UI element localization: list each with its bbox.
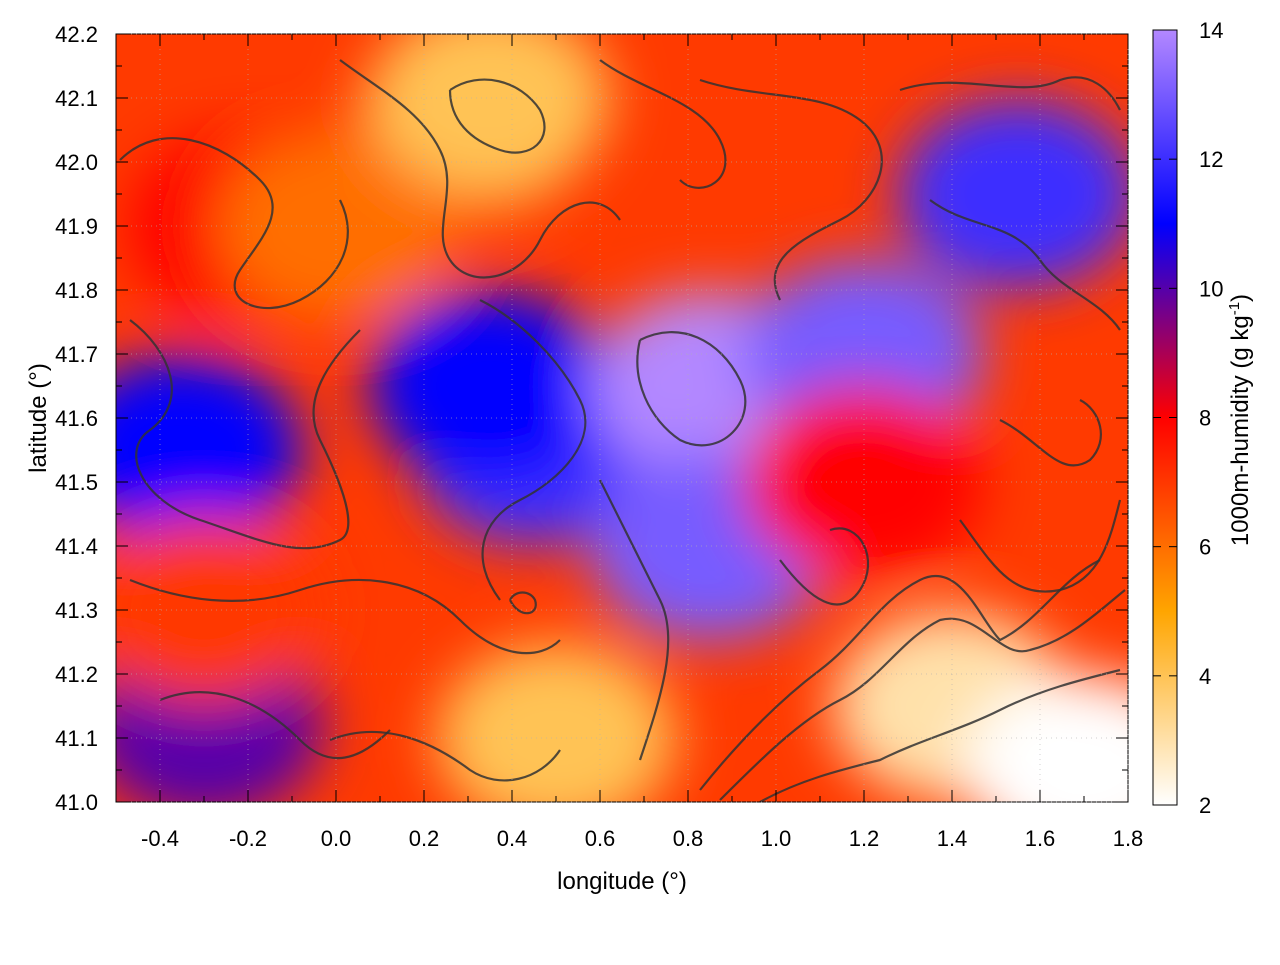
heatmap-region (370, 291, 610, 481)
contour-line (779, 527, 870, 606)
x-tick-label: 1.2 (849, 826, 880, 851)
heatmap-region (116, 515, 324, 705)
contour-line (129, 319, 361, 550)
y-axis-label: latitude (°) (25, 363, 52, 473)
contour-line (636, 331, 747, 447)
heatmap-region (436, 643, 676, 802)
contour-line (159, 691, 391, 760)
y-tick-label: 41.1 (55, 726, 98, 751)
y-tick-label: 41.3 (55, 598, 98, 623)
colorbar-tick-label: 8 (1199, 406, 1211, 431)
contour-line (899, 76, 1121, 111)
colorbar-tick-label: 10 (1199, 276, 1223, 301)
y-tick-label: 41.0 (55, 790, 98, 815)
x-tick-label: 1.4 (937, 826, 968, 851)
y-tick-label: 41.9 (55, 214, 98, 239)
heatmap-region (744, 387, 984, 577)
colorbar: 2 4 6 8 10 12 14 1000m-humidity (g kg-1) (1152, 18, 1254, 818)
heatmap-field (116, 34, 1128, 802)
x-tick-label: 1.0 (761, 826, 792, 851)
contour-line (759, 668, 1121, 802)
x-tick-label: 0.8 (673, 826, 704, 851)
x-tick-label: -0.2 (229, 826, 267, 851)
colorbar-tick-label: 6 (1199, 535, 1211, 560)
heatmap-region (116, 355, 302, 545)
colorbar-tick-label: 14 (1199, 18, 1223, 43)
y-tick-label: 41.7 (55, 342, 98, 367)
y-tick-label: 41.8 (55, 278, 98, 303)
heatmap-regions (116, 34, 1128, 802)
x-tick-label: 1.8 (1113, 826, 1144, 851)
x-tick-label: 0.4 (497, 826, 528, 851)
y-axis-ticks: 41.0 41.1 41.2 41.3 41.4 41.5 41.6 41.7 41.8 41.9… (55, 22, 1128, 815)
x-tick-label: 1.6 (1025, 826, 1056, 851)
x-tick-label: 0.2 (409, 826, 440, 851)
contour-line (448, 78, 546, 154)
contour-line (509, 591, 537, 615)
y-tick-label: 42.2 (55, 22, 98, 47)
contour-line (339, 59, 621, 279)
contour-line (999, 399, 1102, 467)
x-tick-label: 0.6 (585, 826, 616, 851)
heatmap-region (898, 99, 1128, 289)
colorbar-tick-label: 12 (1199, 147, 1223, 172)
contour-line (719, 589, 1126, 801)
contour-line (329, 730, 561, 782)
colorbar-tick-label: 4 (1199, 664, 1211, 689)
y-tick-label: 41.4 (55, 534, 98, 559)
contour-line (699, 78, 883, 301)
contour-line (599, 59, 727, 189)
contour-line (479, 299, 587, 601)
y-tick-label: 42.0 (55, 150, 98, 175)
heatmap-region (370, 34, 610, 193)
x-axis-label: longitude (°) (557, 868, 687, 895)
contour-line (959, 499, 1122, 593)
colorbar-ticks: 2 4 6 8 10 12 14 (1153, 18, 1223, 818)
contour-line (129, 578, 561, 655)
colorbar-label: 1000m-humidity (g kg-1) (1226, 294, 1254, 546)
contour-line (119, 137, 349, 310)
colorbar-tick-label: 2 (1199, 793, 1211, 818)
contour-line (699, 559, 1101, 791)
y-tick-label: 41.2 (55, 662, 98, 687)
y-tick-label: 41.5 (55, 470, 98, 495)
y-tick-label: 42.1 (55, 86, 98, 111)
x-tick-label: 0.0 (321, 826, 352, 851)
x-tick-label: -0.4 (141, 826, 179, 851)
contour-line (599, 479, 670, 761)
y-tick-label: 41.6 (55, 406, 98, 431)
